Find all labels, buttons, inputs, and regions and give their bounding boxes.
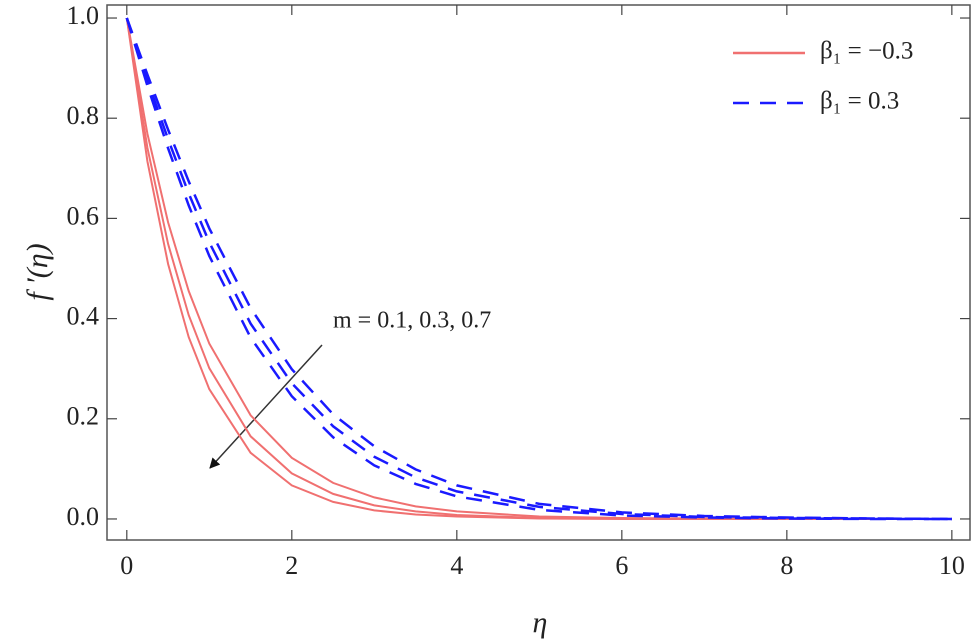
y-tick-label: 0.0 [67, 502, 100, 531]
series-line [125, 17, 952, 520]
y-tick-label: 0.8 [67, 101, 100, 130]
x-tick-label: 8 [780, 551, 793, 580]
x-axis-label: η [533, 606, 548, 639]
annotation-arrow [209, 344, 323, 469]
x-tick-label: 0 [120, 551, 133, 580]
annotation: m = 0.1, 0.3, 0.7 [333, 308, 491, 334]
legend-label: β₁ = −0.3 [820, 38, 913, 65]
series-line [125, 17, 952, 521]
y-axis-label: f ′(η) [21, 243, 54, 300]
y-tick-label: 0.6 [67, 201, 100, 230]
series-line [125, 17, 952, 521]
x-tick-label: 6 [615, 551, 628, 580]
y-tick-label: 0.2 [67, 402, 100, 431]
legend-label: β₁ = 0.3 [820, 88, 899, 115]
x-tick-label: 2 [285, 551, 298, 580]
plot-frame [106, 4, 971, 541]
x-tick-label: 4 [450, 551, 463, 580]
x-tick-label: 10 [939, 551, 965, 580]
series-line [125, 17, 952, 521]
y-tick-label: 0.4 [67, 302, 100, 331]
y-tick-label: 1.0 [67, 1, 100, 30]
